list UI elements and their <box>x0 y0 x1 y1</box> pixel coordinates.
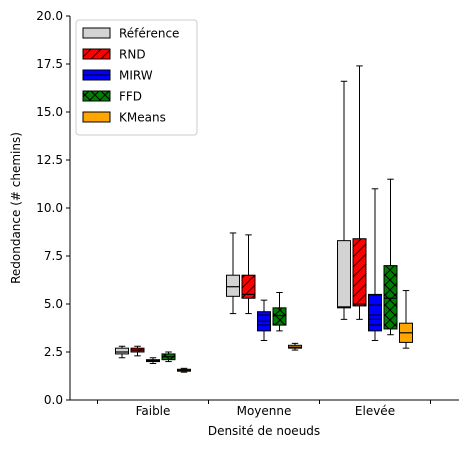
legend: Référence RND MIRW FFD KMeans <box>75 19 198 136</box>
y-tick-label: 20.0 <box>36 9 63 23</box>
box-Référence-Faible <box>115 345 129 359</box>
box-RND-Moyenne <box>241 234 256 315</box>
box-KMeans-Moyenne <box>288 342 302 351</box>
x-tick-label: Moyenne <box>237 404 292 418</box>
box-iqr <box>226 274 240 297</box>
y-tick-label: 7.5 <box>44 249 63 263</box>
y-tick-label: 17.5 <box>36 57 63 71</box>
box-iqr <box>337 240 351 309</box>
y-tick-label: 15.0 <box>36 105 63 119</box>
legend-swatch <box>82 90 111 102</box>
x-tick-label: Elevée <box>355 404 395 418</box>
box-iqr <box>115 347 129 355</box>
legend-label: RND <box>119 48 146 62</box>
box-FFD-Faible <box>161 351 176 363</box>
box-iqr <box>383 265 398 330</box>
legend-label: FFD <box>119 90 142 104</box>
legend-swatch <box>82 48 111 60</box>
box-iqr <box>352 238 367 307</box>
axes: 0.0 2.5 5.0 7.5 10.0 12.5 15.0 17.5 20.0 Faible M… <box>9 9 459 438</box>
x-axis-label: Densité de noeuds <box>208 424 320 438</box>
box-MIRW-Faible <box>146 357 160 365</box>
x-ticks: Faible Moyenne Elevée <box>97 400 431 418</box>
box-MIRW-Elevée <box>368 188 382 341</box>
legend-swatch <box>82 69 111 81</box>
box-MIRW-Moyenne <box>257 299 271 341</box>
box-RND-Faible <box>130 345 145 357</box>
legend-swatch <box>82 111 111 123</box>
y-ticks: 0.0 2.5 5.0 7.5 10.0 12.5 15.0 17.5 20.0 <box>36 9 70 407</box>
box-Référence-Moyenne <box>226 232 240 315</box>
box-RND-Elevée <box>352 65 367 320</box>
y-tick-label: 2.5 <box>44 345 63 359</box>
box-iqr <box>241 274 256 299</box>
box-KMeans-Faible <box>177 367 191 373</box>
legend-swatch <box>82 27 111 39</box>
y-tick-label: 5.0 <box>44 297 63 311</box>
box-KMeans-Elevée <box>399 290 413 349</box>
box-FFD-Moyenne <box>272 291 287 332</box>
y-tick-label: 0.0 <box>44 393 63 407</box>
x-tick-label: Faible <box>136 404 171 418</box>
y-axis-label: Redondance (# chemins) <box>9 132 23 284</box>
box-Référence-Elevée <box>337 80 351 320</box>
y-tick-label: 12.5 <box>36 153 63 167</box>
box-iqr <box>272 307 287 326</box>
box-iqr <box>368 293 382 332</box>
plot-area <box>115 65 413 373</box>
legend-label: Référence <box>119 27 179 41</box>
legend-label: KMeans <box>119 111 166 125</box>
box-FFD-Elevée <box>383 178 398 336</box>
y-tick-label: 10.0 <box>36 201 63 215</box>
legend-label: MIRW <box>119 69 153 83</box>
